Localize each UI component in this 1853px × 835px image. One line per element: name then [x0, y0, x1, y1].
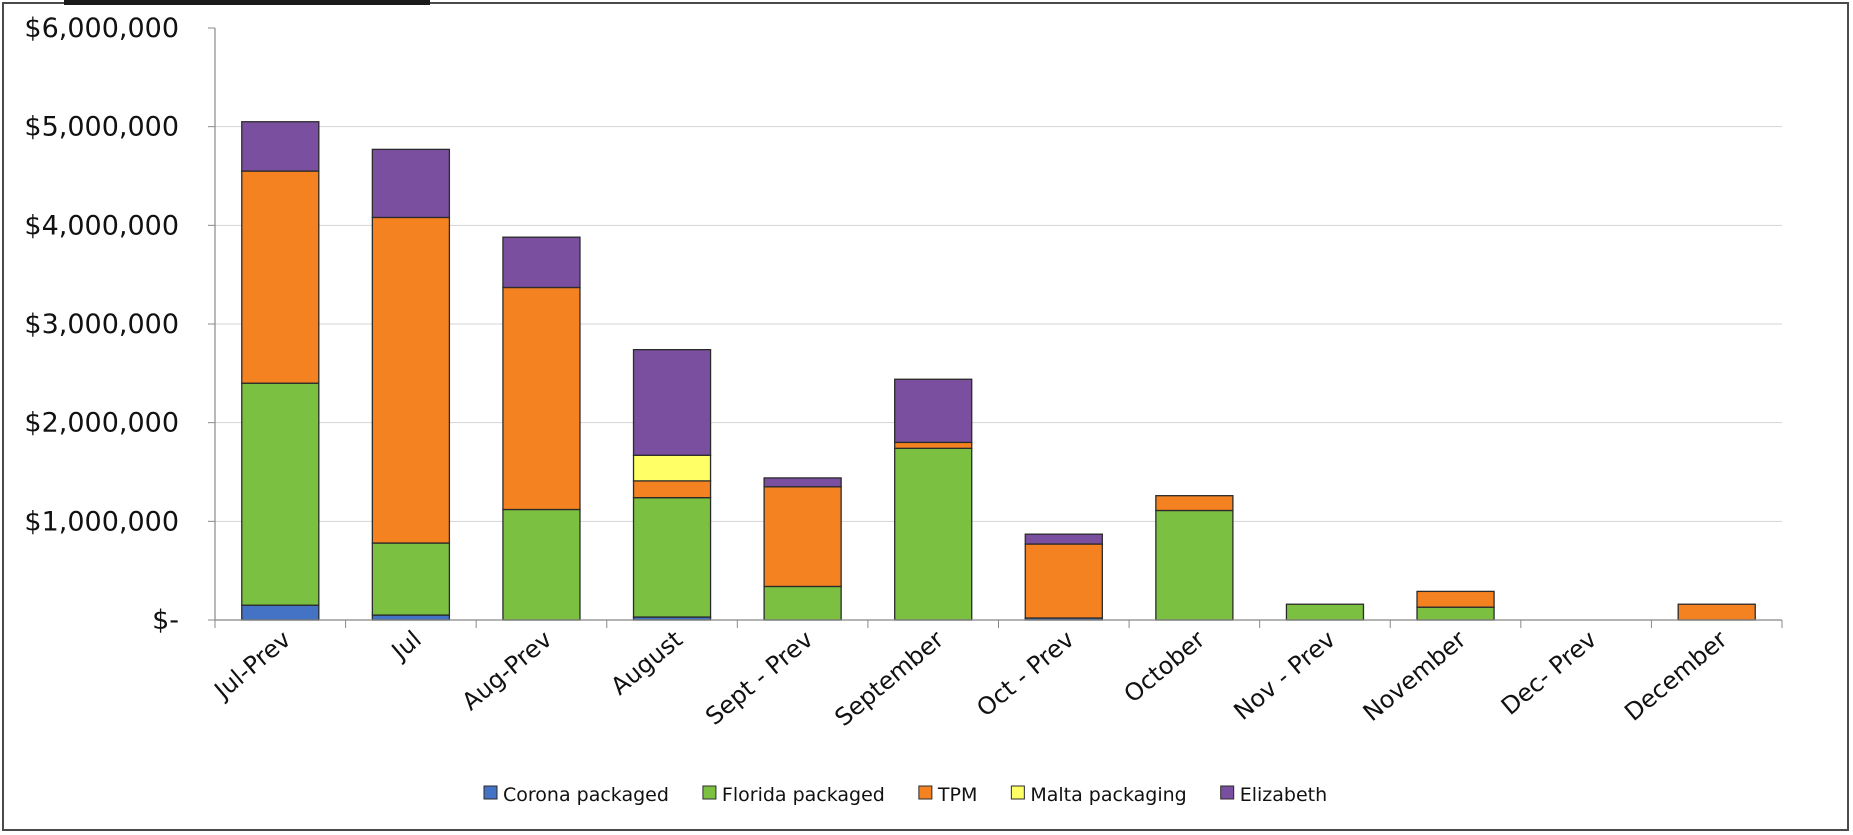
legend-label: Corona packaged: [503, 784, 669, 806]
y-tick-label: $3,000,000: [24, 309, 179, 340]
legend-swatch: [1220, 785, 1235, 800]
y-tick-label: $6,000,000: [24, 13, 179, 44]
x-tick-label: December: [1619, 625, 1732, 727]
bar-segment: [502, 286, 581, 511]
bars: [241, 121, 1756, 621]
y-tick-label: $5,000,000: [24, 112, 179, 143]
x-tick-label: Sept - Prev: [700, 625, 818, 731]
bar-segment: [1024, 533, 1103, 545]
bar-segment: [371, 148, 451, 219]
bar-segment: [1155, 495, 1234, 512]
bar-segment: [763, 486, 842, 588]
bar-segment: [371, 542, 451, 616]
x-tick-label: Oct - Prev: [971, 625, 1079, 722]
x-tick-label: September: [829, 625, 949, 732]
bar-segment: [241, 170, 320, 384]
bar-segment: [371, 614, 451, 621]
legend-label: Elizabeth: [1240, 784, 1327, 806]
legend: Corona packaged Florida packaged TPM Malta …: [483, 784, 1327, 806]
bar-segment: [1024, 543, 1103, 619]
bar-segment: [502, 508, 581, 621]
bar-segment: [894, 441, 973, 449]
bar-segment: [632, 454, 712, 482]
bar-segment: [1677, 603, 1756, 621]
bar-segment: [241, 604, 320, 621]
bar-segment: [763, 477, 842, 488]
bar-segment: [241, 382, 320, 606]
legend-label: Florida packaged: [722, 784, 885, 806]
bar-segment: [241, 121, 320, 172]
x-tick-label: Jul-Prev: [208, 625, 296, 706]
legend-swatch: [918, 785, 933, 800]
x-tick-label: October: [1119, 625, 1211, 708]
legend-label: TPM: [937, 784, 977, 806]
axes: [214, 28, 1783, 628]
x-tick-label: Jul: [385, 625, 427, 666]
y-tick-label: $2,000,000: [24, 408, 179, 439]
x-tick-label: Nov - Prev: [1228, 625, 1340, 726]
x-tick-label: Dec- Prev: [1496, 625, 1602, 720]
bar-segment: [632, 480, 712, 499]
y-tick-label: $1,000,000: [24, 506, 179, 537]
y-axis-tick-labels: $- $1,000,000 $2,000,000 $3,000,000 $4,000,0…: [24, 13, 179, 636]
bar-segment: [371, 216, 451, 544]
legend-swatch: [1010, 785, 1025, 800]
top-edge-bar: [64, 0, 430, 5]
y-tick-label: $4,000,000: [24, 210, 179, 241]
y-tick-label: $-: [152, 605, 179, 636]
bar-segment: [632, 349, 712, 456]
x-tick-label: Aug-Prev: [457, 625, 558, 716]
bar-segment: [632, 497, 712, 618]
legend-label: Malta packaging: [1030, 784, 1186, 806]
bar-segment: [894, 378, 973, 444]
x-tick-label: November: [1358, 625, 1472, 727]
legend-swatch: [702, 785, 717, 800]
bar-segment: [894, 447, 973, 621]
bar-segment: [1285, 603, 1365, 621]
bar-segment: [1416, 590, 1495, 608]
legend-swatch: [483, 785, 498, 800]
bar-segment: [502, 236, 581, 289]
x-axis-tick-labels: Jul-Prev Jul Aug-Prev August Sept - Prev Sept…: [208, 625, 1733, 732]
bar-segment: [1155, 509, 1234, 621]
bar-segment: [763, 585, 842, 621]
x-tick-label: August: [606, 625, 688, 700]
gridlines: [208, 27, 1782, 621]
bar-segment: [1416, 606, 1495, 621]
